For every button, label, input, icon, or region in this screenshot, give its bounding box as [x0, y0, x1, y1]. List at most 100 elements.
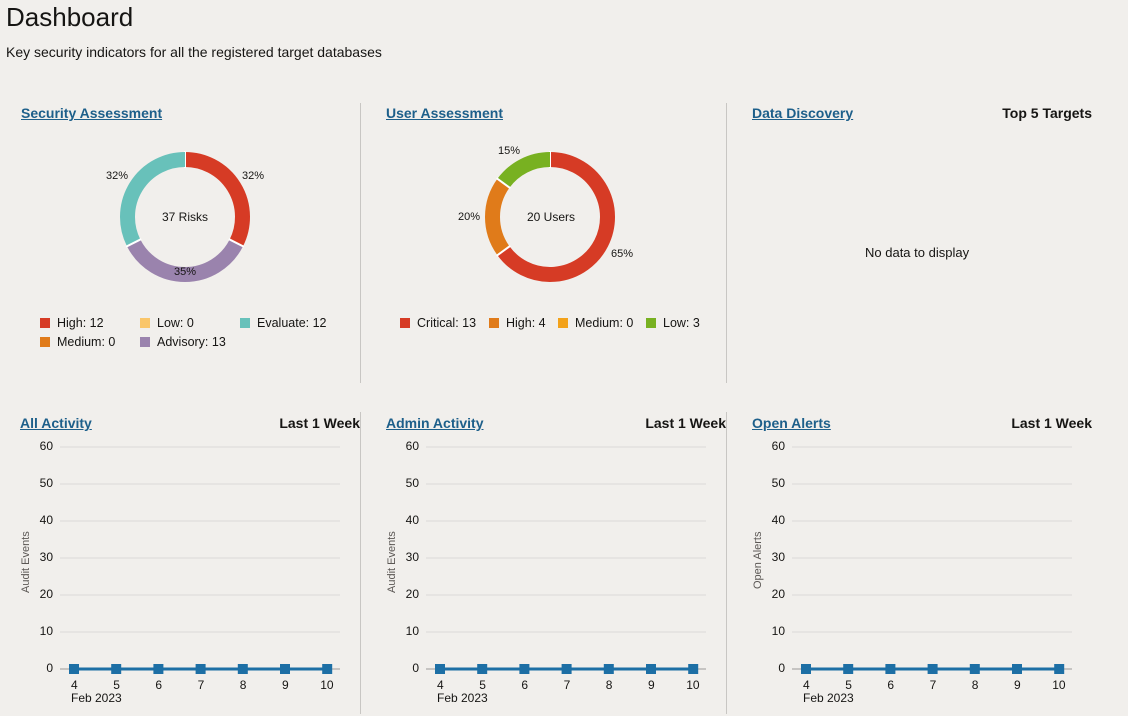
slice-label: 65%	[611, 248, 634, 260]
page-subtitle: Key security indicators for all the regi…	[6, 44, 382, 60]
legend-label: High: 4	[506, 316, 546, 330]
x-tick-label: 4	[71, 678, 78, 692]
legend-item[interactable]: Critical: 13	[400, 316, 476, 330]
legend-item[interactable]: Medium: 0	[40, 335, 115, 349]
legend-item[interactable]: High: 12	[40, 316, 104, 330]
data-point[interactable]	[280, 664, 290, 674]
data-point[interactable]	[1012, 664, 1022, 674]
data-point[interactable]	[322, 664, 333, 674]
x-tick-label: 6	[155, 678, 163, 692]
legend-item[interactable]: Advisory: 13	[140, 335, 226, 349]
x-tick-label: 7	[197, 678, 205, 692]
data-point[interactable]	[69, 664, 79, 674]
admin-activity-link[interactable]: Admin Activity	[386, 415, 484, 431]
period-label: Last 1 Week	[1011, 415, 1092, 431]
data-discovery-panel: Data Discovery Top 5 Targets No data to …	[752, 105, 1092, 405]
legend-swatch	[489, 318, 499, 328]
x-axis-subtitle: Feb 2023	[803, 691, 854, 705]
x-tick-label: 9	[282, 678, 289, 692]
donut-slice-evaluate[interactable]	[120, 152, 186, 247]
y-tick-label: 0	[46, 661, 53, 675]
data-point[interactable]	[561, 664, 572, 674]
legend-item[interactable]: Low: 0	[140, 316, 194, 330]
data-point[interactable]	[801, 664, 811, 674]
admin-activity-panel: Admin Activity Last 1 Week Audit Events …	[386, 415, 726, 715]
data-point[interactable]	[646, 664, 656, 674]
x-tick-label: 5	[113, 678, 120, 692]
data-point[interactable]	[237, 664, 248, 674]
legend-swatch	[140, 318, 150, 328]
legend-swatch	[400, 318, 410, 328]
data-discovery-link[interactable]: Data Discovery	[752, 105, 854, 121]
page-title: Dashboard	[6, 2, 134, 32]
all-activity-chart	[60, 446, 340, 674]
data-point[interactable]	[927, 664, 938, 674]
divider	[726, 412, 727, 714]
data-point[interactable]	[111, 664, 122, 674]
y-tick-label: 30	[771, 550, 785, 564]
data-point[interactable]	[843, 664, 854, 674]
x-axis-subtitle: Feb 2023	[71, 691, 122, 705]
y-tick-label: 30	[39, 550, 53, 564]
donut-slice-critical[interactable]	[497, 152, 615, 282]
legend-label: Critical: 13	[417, 316, 477, 330]
x-tick-label: 8	[971, 678, 979, 692]
legend-swatch	[646, 318, 656, 328]
data-point[interactable]	[477, 664, 488, 674]
slice-label: 15%	[498, 145, 521, 157]
slice-separator	[496, 244, 511, 257]
legend-label: Medium: 0	[575, 316, 634, 330]
y-tick-label: 20	[771, 587, 785, 601]
period-label: Last 1 Week	[645, 415, 726, 431]
y-tick-label: 60	[39, 439, 53, 453]
data-point[interactable]	[969, 664, 980, 674]
legend-item[interactable]: Evaluate: 12	[240, 316, 327, 330]
y-tick-label: 50	[39, 476, 53, 490]
data-point[interactable]	[519, 664, 530, 674]
x-tick-label: 8	[239, 678, 247, 692]
donut-slice-low[interactable]	[497, 152, 551, 188]
data-point[interactable]	[1054, 664, 1065, 674]
data-point[interactable]	[153, 664, 164, 674]
y-tick-label: 50	[771, 476, 785, 490]
data-point[interactable]	[885, 664, 896, 674]
data-point[interactable]	[195, 664, 206, 674]
admin-activity-chart	[426, 446, 706, 674]
empty-state-text: No data to display	[865, 245, 970, 260]
x-tick-label: 4	[437, 678, 444, 692]
user-assessment-link[interactable]: User Assessment	[386, 105, 503, 121]
open-alerts-link[interactable]: Open Alerts	[752, 415, 831, 431]
donut-slice-high[interactable]	[485, 178, 510, 256]
security-assessment-link[interactable]: Security Assessment	[21, 105, 163, 121]
y-tick-label: 20	[39, 587, 53, 601]
x-tick-label: 10	[320, 678, 334, 692]
slice-label: 32%	[242, 170, 265, 182]
data-point[interactable]	[688, 664, 699, 674]
top-targets-label: Top 5 Targets	[1002, 105, 1092, 121]
y-tick-label: 30	[405, 550, 419, 564]
legend-swatch	[40, 337, 50, 347]
x-tick-label: 5	[479, 678, 486, 692]
donut-center-label: 37 Risks	[162, 210, 209, 224]
all-activity-panel: All Activity Last 1 Week Audit Events Fe…	[20, 415, 360, 715]
donut-slice-high[interactable]	[184, 152, 250, 247]
divider	[360, 412, 361, 714]
legend-item[interactable]: Low: 3	[646, 316, 700, 330]
open-alerts-panel: Open Alerts Last 1 Week Open Alerts Feb …	[752, 415, 1092, 715]
security-assessment-donut	[120, 151, 250, 282]
data-point[interactable]	[435, 664, 445, 674]
divider	[726, 103, 727, 383]
legend-item[interactable]: Medium: 0	[558, 316, 633, 330]
y-tick-label: 20	[405, 587, 419, 601]
period-label: Last 1 Week	[279, 415, 360, 431]
all-activity-link[interactable]: All Activity	[20, 415, 92, 431]
x-tick-label: 5	[845, 678, 852, 692]
y-tick-label: 10	[771, 624, 785, 638]
x-tick-label: 10	[1052, 678, 1066, 692]
y-tick-label: 60	[771, 439, 785, 453]
legend-item[interactable]: High: 4	[489, 316, 546, 330]
x-tick-label: 7	[563, 678, 571, 692]
x-tick-label: 6	[887, 678, 895, 692]
data-point[interactable]	[603, 664, 614, 674]
donut-slice-advisory[interactable]	[126, 239, 244, 282]
